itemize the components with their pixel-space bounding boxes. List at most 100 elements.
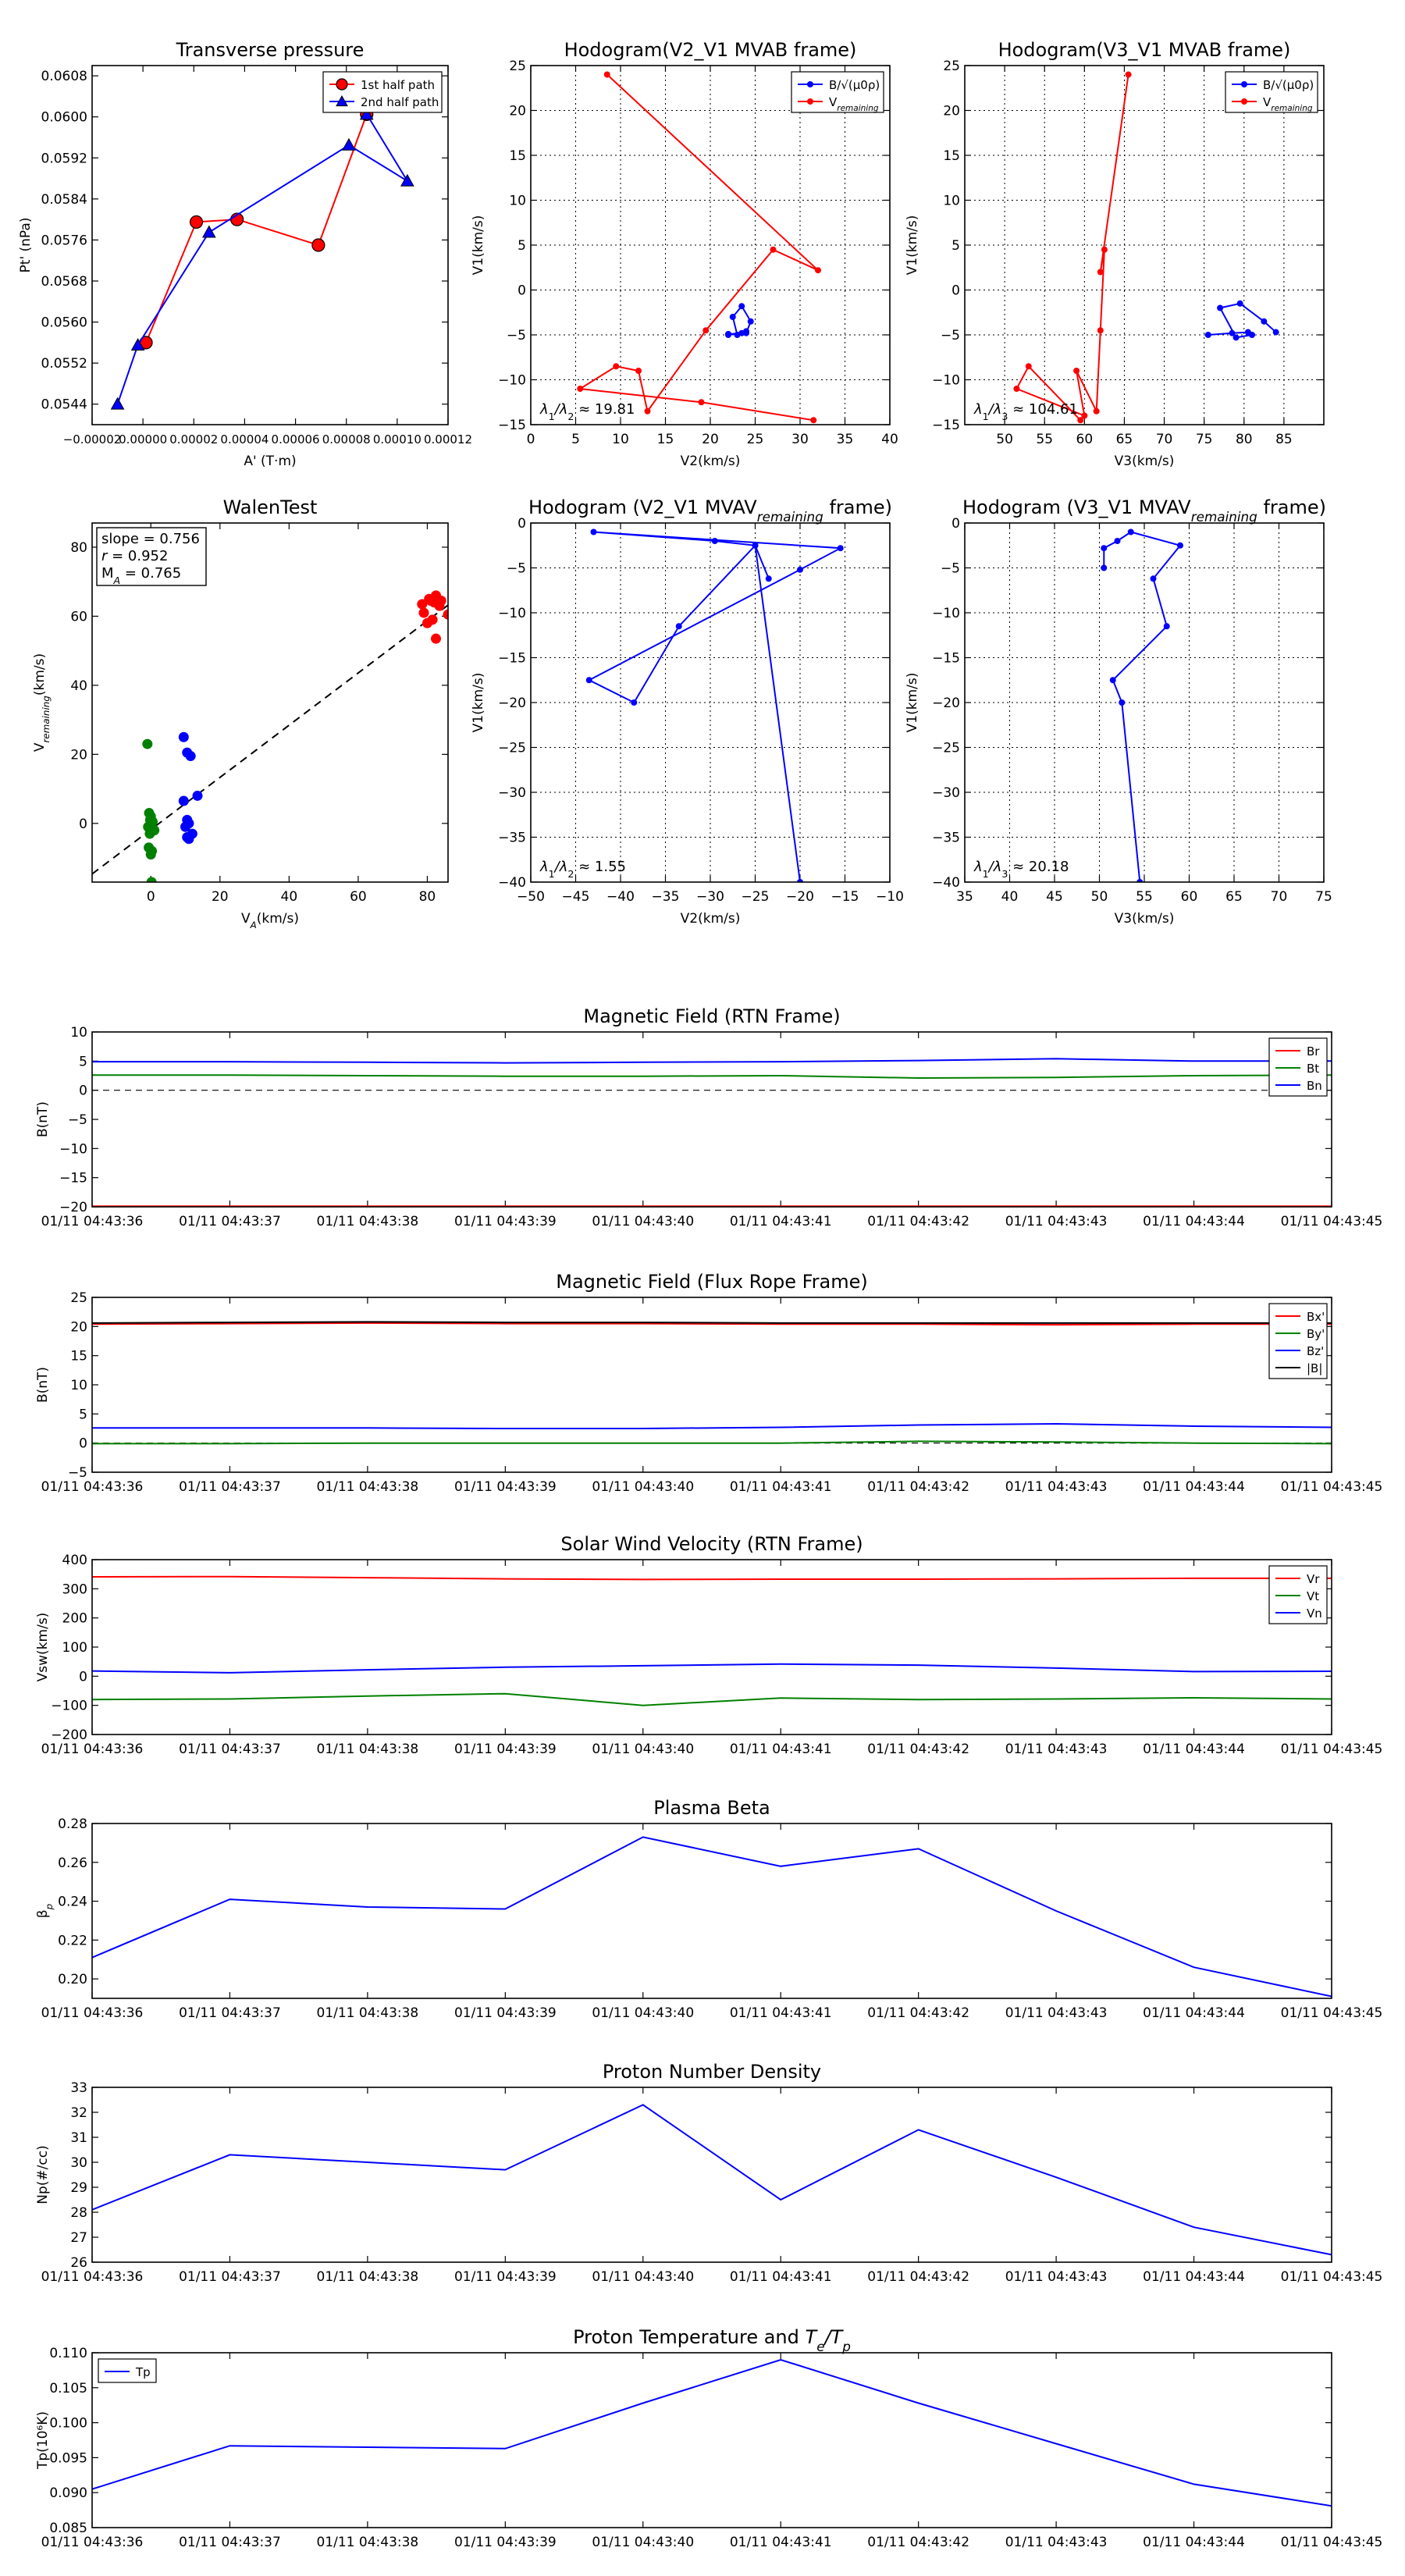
- chart-proton_density: Proton Number Density 26 27 28 29 30 31 32 33 01/…: [35, 2061, 1382, 2285]
- data-point: [747, 318, 754, 325]
- y-tick-label: −10: [59, 1141, 87, 1157]
- data-point: [1261, 318, 1268, 325]
- data-point: [734, 332, 741, 338]
- data-point: [1025, 363, 1032, 370]
- data-point: [1177, 542, 1183, 549]
- label-part: M: [101, 565, 114, 582]
- plot-area: [92, 1836, 1332, 1998]
- x-tick-label: 01/11 04:43:45: [1281, 1742, 1383, 1757]
- data-point: [1013, 386, 1020, 392]
- y-tick-label: 10: [943, 194, 960, 209]
- x-tick-label: 01/11 04:43:40: [592, 1479, 694, 1495]
- y-tick-label: 0: [79, 1436, 87, 1452]
- x-tick-label: 55: [1036, 432, 1053, 447]
- x-tick-label: 01/11 04:43:39: [454, 1214, 557, 1229]
- chart-sw_vel: Solar Wind Velocity (RTN Frame) −200 −100 0…: [35, 1533, 1382, 1757]
- data-point: [1150, 575, 1157, 582]
- axes-frame: [530, 522, 891, 883]
- y-tick-label: −20: [932, 696, 960, 711]
- legend-label: Vt: [1307, 1589, 1319, 1603]
- x-tick-label: 01/11 04:43:42: [867, 1214, 969, 1229]
- data-point: [590, 528, 597, 535]
- data-point: [635, 368, 642, 374]
- y-tick-label: 29: [70, 2180, 87, 2196]
- x-tick-label: 01/11 04:43:45: [1281, 1214, 1383, 1229]
- y-tick-label: 33: [70, 2080, 87, 2096]
- y-tick-label: −15: [498, 651, 526, 667]
- data-point: [417, 599, 428, 610]
- y-axis-label: Vsw(km/s): [35, 1613, 51, 1682]
- legend-label: B/√(μ0ρ): [829, 78, 880, 92]
- series-line-Vt: [92, 1692, 1332, 1706]
- data-point: [178, 731, 189, 742]
- data-point: [711, 538, 718, 544]
- ratio-part: /λ: [987, 401, 1002, 418]
- y-tick-label: −5: [941, 561, 960, 577]
- data-point: [144, 814, 155, 825]
- y-tick-label: 10: [70, 1025, 87, 1041]
- x-tick-label: 01/11 04:43:38: [317, 2535, 419, 2550]
- x-tick-label: −45: [562, 889, 590, 905]
- data-point: [770, 246, 777, 253]
- stats-box: [96, 527, 207, 586]
- x-tick-label: 55: [1136, 889, 1153, 905]
- data-point: [1077, 417, 1084, 424]
- y-tick-label: 0.22: [58, 1933, 87, 1948]
- plot-area: [1013, 71, 1279, 424]
- x-tick-label: 01/11 04:43:44: [1143, 1742, 1245, 1757]
- y-axis-label: V1(km/s): [905, 215, 920, 276]
- y-tick-label: −30: [498, 785, 526, 801]
- legend-label: 1st half path: [361, 78, 435, 92]
- y-tick-label: 0.0544: [41, 397, 87, 413]
- chart-title: Hodogram(V2_V1 MVAB frame): [564, 39, 857, 61]
- y-tick-label: 15: [509, 148, 526, 164]
- ratio-part: ≈ 1.55: [574, 859, 626, 875]
- data-point: [342, 137, 356, 151]
- x-tick-label: 60: [350, 889, 367, 905]
- x-axis-label: A' (T·m): [244, 454, 296, 469]
- x-tick-label: 01/11 04:43:45: [1281, 1479, 1383, 1495]
- series-line-Bx-: [92, 1322, 1332, 1326]
- x-tick-label: −40: [606, 889, 635, 905]
- series-line-1st-half-path: [145, 114, 368, 343]
- axes-frame: [91, 2352, 1332, 2528]
- chart-plasma_beta: Plasma Beta 0.20 0.22 0.24 0.26 0.28 01/11 04:…: [35, 1797, 1382, 2021]
- x-tick-label: 01/11 04:43:43: [1005, 1742, 1108, 1757]
- data-point: [815, 267, 821, 274]
- x-tick-label: 0.00000: [119, 432, 167, 447]
- data-point: [797, 879, 803, 882]
- y-tick-label: 5: [79, 1407, 87, 1422]
- x-tick-label: 01/11 04:43:38: [317, 1742, 419, 1757]
- x-tick-label: 01/11 04:43:41: [730, 1742, 832, 1757]
- x-tick-label: 01/11 04:43:37: [179, 1214, 281, 1229]
- data-point: [1101, 564, 1108, 571]
- data-point: [146, 877, 157, 882]
- y-tick-label: −15: [932, 651, 960, 667]
- y-tick-label: −200: [51, 1727, 87, 1743]
- title-subscript: remaining: [757, 509, 823, 525]
- axes-frame: [91, 1559, 1332, 1735]
- y-tick-label: 0: [518, 283, 526, 299]
- plot-area: [110, 107, 414, 410]
- y-tick-label: −30: [932, 785, 960, 801]
- ratio-part: ≈ 20.18: [1008, 859, 1069, 875]
- x-tick-label: 0.00012: [424, 432, 472, 447]
- y-tick-label: −15: [498, 418, 526, 433]
- data-point: [144, 842, 155, 853]
- x-tick-label: 01/11 04:43:44: [1143, 2269, 1245, 2285]
- x-tick-label: −0.00002: [63, 432, 122, 447]
- legend-label: Vr: [1307, 1572, 1320, 1586]
- y-tick-label: −10: [932, 373, 960, 389]
- data-point: [810, 417, 817, 424]
- y-tick-label: −20: [59, 1200, 87, 1215]
- title-part: frame): [1257, 496, 1326, 518]
- data-point: [1136, 879, 1144, 882]
- y-axis-label: V1(km/s): [471, 215, 486, 276]
- x-tick-label: 0.00010: [373, 432, 422, 447]
- data-point: [1236, 300, 1243, 307]
- legend-label: Bt: [1307, 1062, 1319, 1076]
- data-point: [631, 699, 638, 706]
- x-tick-label: 01/11 04:43:36: [41, 2005, 144, 2021]
- data-point: [418, 607, 429, 618]
